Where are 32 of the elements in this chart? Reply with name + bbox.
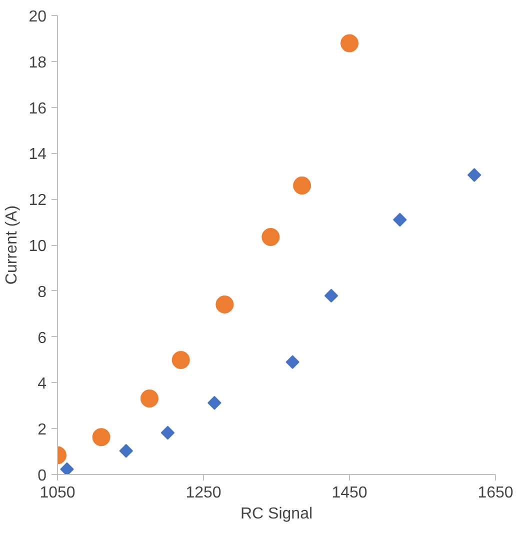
point bbox=[60, 462, 74, 474]
y-tick-label: 6 bbox=[38, 330, 47, 347]
point bbox=[393, 212, 407, 227]
point bbox=[467, 168, 482, 182]
point bbox=[286, 355, 300, 369]
x-tick-label: 1050 bbox=[40, 484, 76, 502]
y-tick-label: 18 bbox=[28, 54, 47, 72]
point bbox=[293, 176, 312, 195]
point bbox=[340, 34, 358, 52]
y-tick-label: 4 bbox=[38, 376, 47, 393]
point bbox=[92, 428, 110, 446]
point bbox=[208, 396, 222, 410]
y-tick-label: 2 bbox=[38, 422, 47, 439]
x-axis-title: RC Signal bbox=[240, 506, 313, 522]
y-tick-label: 8 bbox=[38, 284, 47, 301]
point bbox=[172, 350, 190, 369]
y-tick-label: 12 bbox=[28, 192, 47, 210]
x-tick-label: 1450 bbox=[332, 484, 368, 502]
point bbox=[324, 288, 338, 303]
y-tick-label: 20 bbox=[28, 8, 47, 26]
point bbox=[216, 295, 234, 314]
x-tick-label: 1250 bbox=[186, 484, 222, 502]
y-tick-label: 10 bbox=[28, 238, 47, 255]
point bbox=[140, 390, 158, 408]
y-tick-label: 16 bbox=[28, 100, 47, 118]
x-tick-label: 1650 bbox=[478, 484, 514, 502]
point bbox=[119, 444, 133, 458]
y-axis-title: Current (A) bbox=[4, 205, 21, 285]
point bbox=[160, 426, 175, 440]
point bbox=[262, 228, 280, 246]
y-tick-label: 14 bbox=[28, 146, 47, 164]
y-tick-label: 0 bbox=[38, 468, 47, 484]
